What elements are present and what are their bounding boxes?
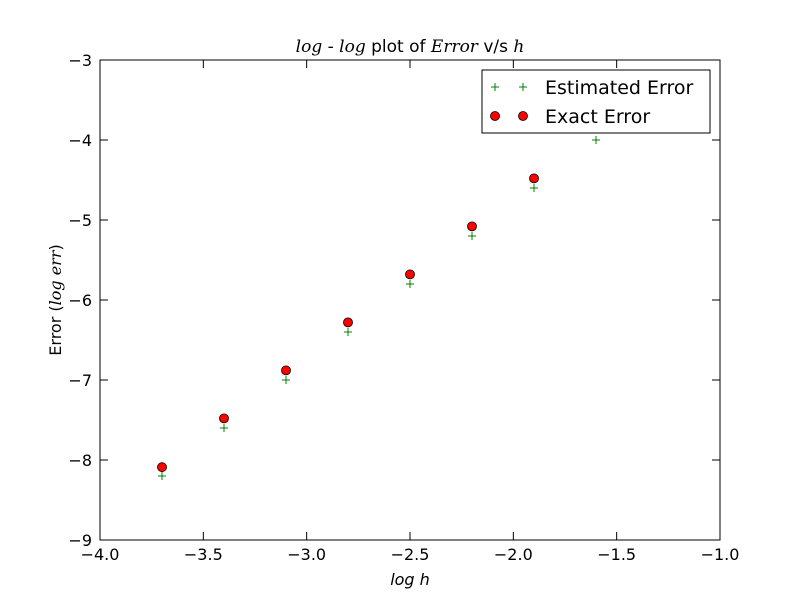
exact-error-point — [405, 269, 415, 280]
legend-marker — [490, 111, 500, 121]
y-tick-label: −9 — [68, 531, 92, 550]
x-tick-label: −2.0 — [494, 545, 533, 564]
x-tick-label: −1.5 — [597, 545, 636, 564]
y-axis-label-math: log err — [46, 249, 65, 305]
exact-error-point — [157, 462, 167, 473]
title-part-1: - — [322, 37, 339, 57]
x-tick-label: −2.5 — [391, 545, 430, 564]
estimated-error-point — [406, 280, 414, 288]
estimated-error-point — [592, 136, 600, 144]
x-axis-label: log h — [390, 570, 430, 589]
y-tick-label: −6 — [68, 291, 92, 310]
y-axis: −9 −8 −7 −6 −5 −4 −3 — [68, 51, 720, 550]
series-exact — [157, 173, 539, 473]
legend-marker — [491, 83, 499, 91]
legend: Estimated Error Exact Error — [481, 69, 711, 134]
title-part-2: log — [339, 37, 366, 57]
y-tick-label: −4 — [68, 131, 92, 150]
legend-box — [481, 69, 711, 134]
exact-error-point — [281, 365, 291, 376]
estimated-error-point — [344, 328, 352, 336]
title-part-0: log — [296, 37, 323, 57]
legend-marker — [519, 83, 527, 91]
x-tick-label: −1.0 — [701, 545, 740, 564]
x-tick-label: −3.5 — [184, 545, 223, 564]
legend-label: Estimated Error — [545, 77, 694, 99]
title-part-4: Error — [430, 37, 479, 57]
series-estimated — [158, 136, 600, 480]
title-part-3: plot of — [366, 37, 431, 57]
legend-item: Exact Error — [490, 106, 650, 128]
title-part-6: h — [513, 37, 524, 57]
x-tick-label: −4.0 — [81, 545, 120, 564]
title-part-5: v/s — [478, 37, 513, 57]
legend-label: Exact Error — [545, 106, 650, 128]
estimated-error-point — [282, 376, 290, 384]
x-axis: −4.0 −3.5 −3.0 −2.5 −2.0 −1.5 −1.0 — [81, 60, 740, 564]
y-tick-label: −7 — [68, 371, 92, 390]
estimated-error-point — [530, 184, 538, 192]
y-tick-label: −5 — [68, 211, 92, 230]
x-tick-label: −3.0 — [287, 545, 326, 564]
estimated-error-point — [220, 424, 228, 432]
y-tick-label: −3 — [68, 51, 92, 70]
legend-marker — [518, 111, 528, 121]
y-axis-label-suffix: ) — [46, 244, 65, 250]
estimated-error-point — [158, 472, 166, 480]
legend-item: Estimated Error — [491, 77, 694, 99]
exact-error-point — [219, 413, 229, 424]
chart-title: log - log plot of Error v/s h — [296, 37, 525, 57]
y-tick-label: −8 — [68, 451, 92, 470]
exact-error-point — [343, 317, 353, 328]
exact-error-point — [467, 221, 477, 232]
y-axis-label: Error (log err) — [46, 244, 65, 355]
exact-error-point — [529, 173, 539, 184]
estimated-error-point — [468, 232, 476, 240]
plot-area — [157, 136, 600, 480]
y-axis-label-prefix: Error ( — [46, 305, 65, 355]
